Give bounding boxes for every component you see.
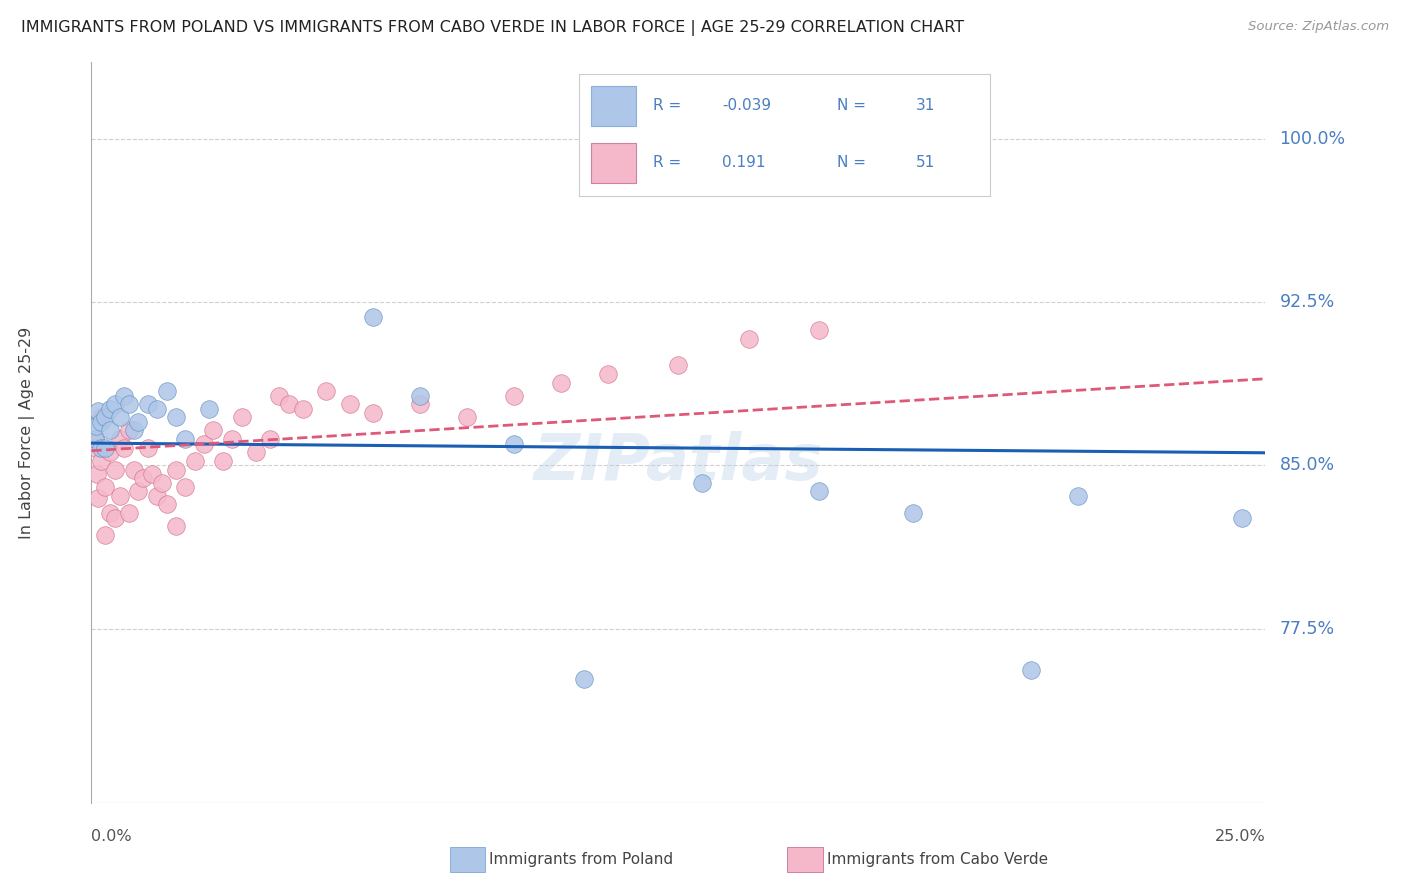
Point bbox=[165, 519, 187, 533]
Point bbox=[87, 404, 110, 418]
Point bbox=[596, 367, 619, 381]
Point bbox=[231, 410, 253, 425]
Point bbox=[808, 323, 831, 337]
Point bbox=[212, 454, 235, 468]
Point bbox=[104, 510, 127, 524]
Point bbox=[84, 432, 107, 446]
Point bbox=[132, 471, 155, 485]
Point bbox=[94, 480, 117, 494]
Point bbox=[141, 467, 163, 481]
Point bbox=[155, 384, 177, 399]
Point bbox=[112, 388, 135, 402]
Text: In Labor Force | Age 25-29: In Labor Force | Age 25-29 bbox=[18, 326, 35, 539]
Point bbox=[90, 415, 112, 429]
Point bbox=[98, 506, 121, 520]
Point bbox=[1066, 489, 1088, 503]
Point bbox=[155, 498, 177, 512]
Point bbox=[361, 406, 384, 420]
Point bbox=[136, 397, 159, 411]
Point bbox=[259, 432, 281, 446]
Point bbox=[550, 376, 572, 390]
Point bbox=[84, 441, 107, 455]
Point bbox=[901, 506, 924, 520]
Point bbox=[409, 397, 432, 411]
Text: 92.5%: 92.5% bbox=[1279, 293, 1334, 311]
Point bbox=[165, 410, 187, 425]
Point bbox=[574, 672, 596, 686]
Point bbox=[146, 401, 169, 416]
Point bbox=[738, 332, 761, 346]
Point bbox=[127, 484, 149, 499]
Point bbox=[104, 397, 127, 411]
Point bbox=[104, 462, 127, 476]
Point bbox=[202, 424, 225, 438]
Point bbox=[150, 475, 173, 490]
Text: ZIPatlas: ZIPatlas bbox=[534, 431, 823, 493]
Text: 0.0%: 0.0% bbox=[91, 829, 132, 844]
Point bbox=[666, 358, 689, 372]
Point bbox=[84, 432, 107, 446]
Point bbox=[165, 462, 187, 476]
Point bbox=[118, 397, 141, 411]
Point bbox=[122, 462, 145, 476]
Point bbox=[221, 432, 243, 446]
Point bbox=[90, 454, 112, 468]
Text: Immigrants from Cabo Verde: Immigrants from Cabo Verde bbox=[827, 853, 1047, 867]
Point bbox=[277, 397, 299, 411]
Text: 77.5%: 77.5% bbox=[1279, 620, 1334, 638]
Point bbox=[245, 445, 267, 459]
Point bbox=[98, 401, 121, 416]
Point bbox=[456, 410, 478, 425]
Point bbox=[1019, 663, 1042, 677]
Text: Source: ZipAtlas.com: Source: ZipAtlas.com bbox=[1249, 20, 1389, 33]
Point bbox=[174, 432, 197, 446]
Point bbox=[146, 489, 169, 503]
Text: 100.0%: 100.0% bbox=[1279, 129, 1346, 148]
Point bbox=[174, 480, 197, 494]
Point bbox=[690, 475, 713, 490]
Point bbox=[127, 415, 149, 429]
Text: 25.0%: 25.0% bbox=[1215, 829, 1265, 844]
Text: 85.0%: 85.0% bbox=[1279, 457, 1334, 475]
Point bbox=[122, 424, 145, 438]
Point bbox=[87, 491, 110, 505]
Point bbox=[94, 410, 117, 425]
Point bbox=[86, 467, 108, 481]
Point bbox=[94, 528, 117, 542]
Point bbox=[118, 506, 141, 520]
Point bbox=[409, 388, 432, 402]
Point bbox=[269, 388, 291, 402]
Point bbox=[361, 310, 384, 325]
Point bbox=[118, 424, 141, 438]
Point bbox=[197, 401, 219, 416]
Point bbox=[108, 410, 131, 425]
Point bbox=[90, 441, 112, 455]
Point bbox=[94, 441, 117, 455]
Point bbox=[136, 441, 159, 455]
Point bbox=[503, 436, 526, 450]
Point bbox=[98, 424, 121, 438]
Point bbox=[108, 432, 131, 446]
Point bbox=[339, 397, 361, 411]
Point bbox=[90, 410, 112, 425]
Text: IMMIGRANTS FROM POLAND VS IMMIGRANTS FROM CABO VERDE IN LABOR FORCE | AGE 25-29 : IMMIGRANTS FROM POLAND VS IMMIGRANTS FRO… bbox=[21, 20, 965, 36]
Point bbox=[291, 401, 314, 416]
Point bbox=[108, 489, 131, 503]
Point bbox=[183, 454, 205, 468]
Point bbox=[1230, 510, 1253, 524]
Point bbox=[98, 445, 121, 459]
Text: Immigrants from Poland: Immigrants from Poland bbox=[489, 853, 673, 867]
Point bbox=[503, 388, 526, 402]
Point bbox=[808, 484, 831, 499]
Point bbox=[84, 419, 107, 434]
Point bbox=[315, 384, 337, 399]
Point bbox=[112, 441, 135, 455]
Point bbox=[855, 131, 877, 145]
Point bbox=[193, 436, 215, 450]
